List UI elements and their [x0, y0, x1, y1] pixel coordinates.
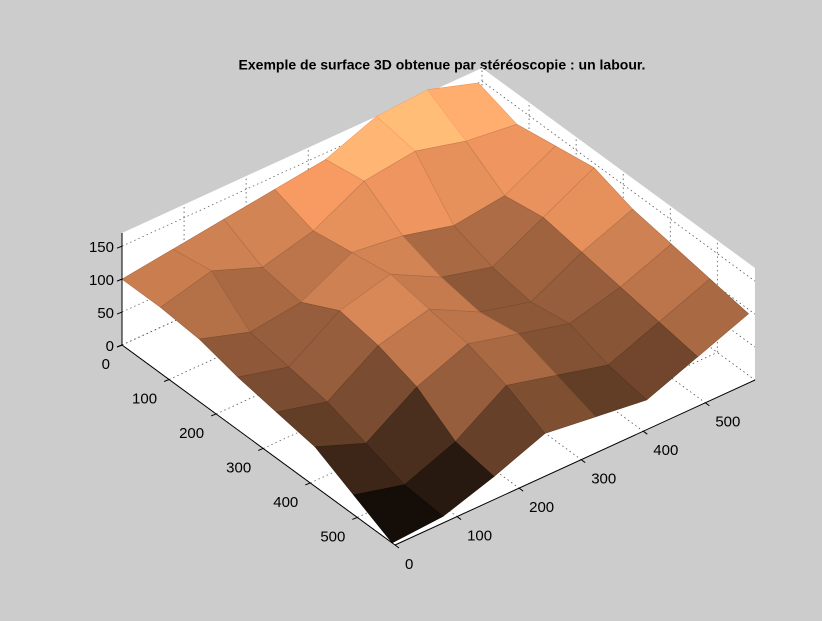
y-tick — [163, 379, 170, 382]
z-tick-label: 50 — [97, 305, 114, 322]
y-tick-label: 300 — [226, 459, 251, 476]
y-axis-line — [121, 344, 396, 546]
x-tick — [580, 459, 586, 464]
z-tick — [116, 344, 123, 348]
x-tick-label: 100 — [467, 528, 492, 545]
x-tick — [518, 487, 524, 492]
z-tick — [116, 311, 123, 315]
x-tick-label: 500 — [715, 414, 740, 431]
y-tick-label: 200 — [179, 425, 204, 442]
y-tick — [210, 413, 217, 417]
x-tick-label: 200 — [529, 499, 554, 516]
x-tick — [456, 516, 462, 520]
z-tick — [116, 245, 123, 249]
y-tick — [258, 447, 264, 451]
y-tick — [305, 482, 311, 486]
x-tick — [705, 402, 710, 407]
chart-title: Exemple de surface 3D obtenue par stéréo… — [239, 57, 646, 73]
surface-patch — [353, 484, 444, 544]
y-tick-label: 100 — [132, 390, 157, 407]
x-tick — [394, 544, 400, 549]
y-tick-label: 0 — [102, 356, 110, 373]
z-tick-label: 100 — [89, 272, 114, 289]
z-tick — [116, 278, 123, 282]
z-tick-label: 150 — [89, 239, 114, 256]
x-axis-line — [394, 379, 756, 546]
x-tick-label: 400 — [653, 442, 678, 459]
y-tick-label: 500 — [320, 528, 345, 545]
y-tick — [352, 516, 358, 520]
x-tick-label: 0 — [405, 556, 413, 573]
z-tick-label: 0 — [106, 338, 114, 355]
x-tick-label: 300 — [591, 471, 616, 488]
x-tick — [642, 430, 648, 435]
grid-line — [121, 80, 483, 247]
y-tick-label: 400 — [273, 494, 298, 511]
